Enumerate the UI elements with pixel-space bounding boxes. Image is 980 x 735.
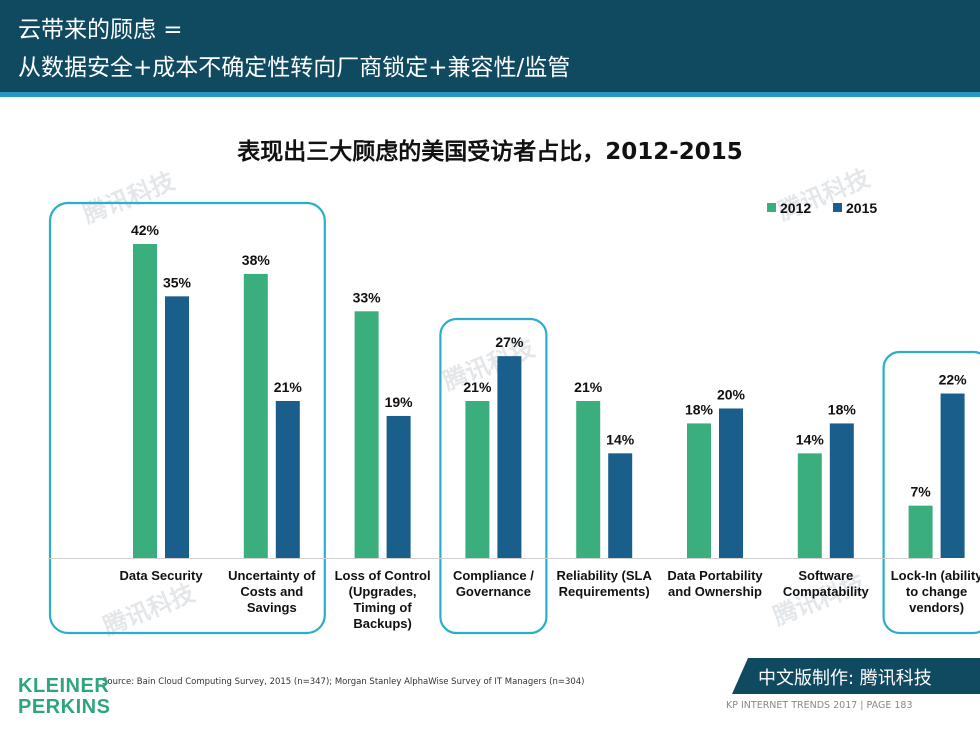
bar-2012 bbox=[908, 505, 933, 558]
data-label-2015: 27% bbox=[495, 334, 524, 350]
bar-2012 bbox=[354, 311, 379, 558]
bar-2015 bbox=[386, 415, 411, 558]
bar-2012 bbox=[797, 453, 822, 558]
category-label: Costs and bbox=[240, 584, 303, 599]
highlight-box bbox=[439, 317, 548, 635]
category-label: Compliance / bbox=[453, 568, 534, 583]
category-label: vendors) bbox=[909, 600, 964, 615]
data-label-2012: 21% bbox=[463, 379, 492, 395]
category-label: Requirements) bbox=[559, 584, 650, 599]
category-label: Savings bbox=[247, 600, 297, 615]
category-label: Data Security bbox=[119, 568, 203, 583]
data-label-2012: 14% bbox=[796, 431, 825, 447]
category-label: Data Portability bbox=[667, 568, 763, 583]
data-label-2015: 22% bbox=[939, 372, 968, 388]
data-label-2012: 21% bbox=[574, 379, 603, 395]
data-label-2012: 18% bbox=[685, 401, 714, 417]
category-label: Lock-In (ability bbox=[891, 568, 980, 583]
bar-2012 bbox=[465, 401, 490, 558]
category-label: Software bbox=[798, 568, 853, 583]
legend-swatch-2012 bbox=[767, 203, 776, 212]
data-label-2012: 42% bbox=[131, 222, 160, 238]
highlight-box bbox=[882, 350, 980, 635]
bar-2015 bbox=[497, 356, 522, 558]
category-label: Loss of Control bbox=[335, 568, 431, 583]
header-banner: 云带来的顾虑 = 从数据安全+成本不确定性转向厂商锁定+兼容性/监管 bbox=[0, 0, 980, 92]
data-label-2015: 19% bbox=[385, 394, 414, 410]
data-label-2015: 14% bbox=[606, 431, 635, 447]
bar-2015 bbox=[275, 401, 300, 558]
category-label: and Ownership bbox=[668, 584, 762, 599]
header-title-line1: 云带来的顾虑 = bbox=[18, 17, 183, 43]
highlight-box bbox=[48, 201, 326, 635]
header-accent-stripe bbox=[0, 92, 980, 97]
translation-badge-text: 中文版制作: 腾讯科技 bbox=[758, 668, 932, 689]
data-label-2015: 21% bbox=[274, 379, 303, 395]
bar-2015 bbox=[719, 408, 743, 558]
data-label-2012: 7% bbox=[910, 484, 931, 500]
category-label: Governance bbox=[456, 584, 531, 599]
category-label: Timing of bbox=[353, 600, 412, 615]
logo-line2: PERKINS bbox=[18, 696, 111, 718]
category-label: to change bbox=[906, 584, 967, 599]
header-title-line2: 从数据安全+成本不确定性转向厂商锁定+兼容性/监管 bbox=[18, 55, 571, 81]
bar-2015 bbox=[940, 393, 965, 558]
category-label: Backups) bbox=[353, 616, 412, 631]
bar-2012 bbox=[243, 273, 268, 558]
bar-2015 bbox=[608, 453, 633, 558]
source-note: Source: Bain Cloud Computing Survey, 201… bbox=[102, 677, 585, 687]
category-label: Uncertainty of bbox=[228, 568, 316, 583]
chart-title: 表现出三大顾虑的美国受访者占比，2012-2015 bbox=[237, 139, 743, 165]
page-footer: KP INTERNET TRENDS 2017 | PAGE 183 bbox=[726, 700, 913, 711]
logo-line1: KLEINER bbox=[18, 675, 110, 697]
data-label-2015: 20% bbox=[717, 386, 746, 402]
bar-2012 bbox=[687, 423, 711, 558]
data-label-2015: 18% bbox=[828, 401, 857, 417]
kleiner-perkins-logo: KLEINER PERKINS bbox=[18, 676, 110, 718]
bar-2012 bbox=[576, 401, 601, 558]
legend-label-2015: 2015 bbox=[846, 200, 877, 216]
legend-label-2012: 2012 bbox=[780, 200, 811, 216]
data-label-2012: 38% bbox=[242, 252, 271, 268]
bar-2012 bbox=[133, 244, 157, 558]
legend-swatch-2015 bbox=[833, 203, 842, 212]
category-label: Reliability (SLA bbox=[557, 568, 653, 583]
category-label: (Upgrades, bbox=[349, 584, 417, 599]
bar-2015 bbox=[165, 296, 189, 558]
data-label-2015: 35% bbox=[163, 274, 192, 290]
data-label-2012: 33% bbox=[353, 289, 382, 305]
category-label: Compatability bbox=[783, 584, 870, 599]
translation-badge: 中文版制作: 腾讯科技 bbox=[732, 658, 980, 694]
bar-2015 bbox=[829, 423, 854, 558]
